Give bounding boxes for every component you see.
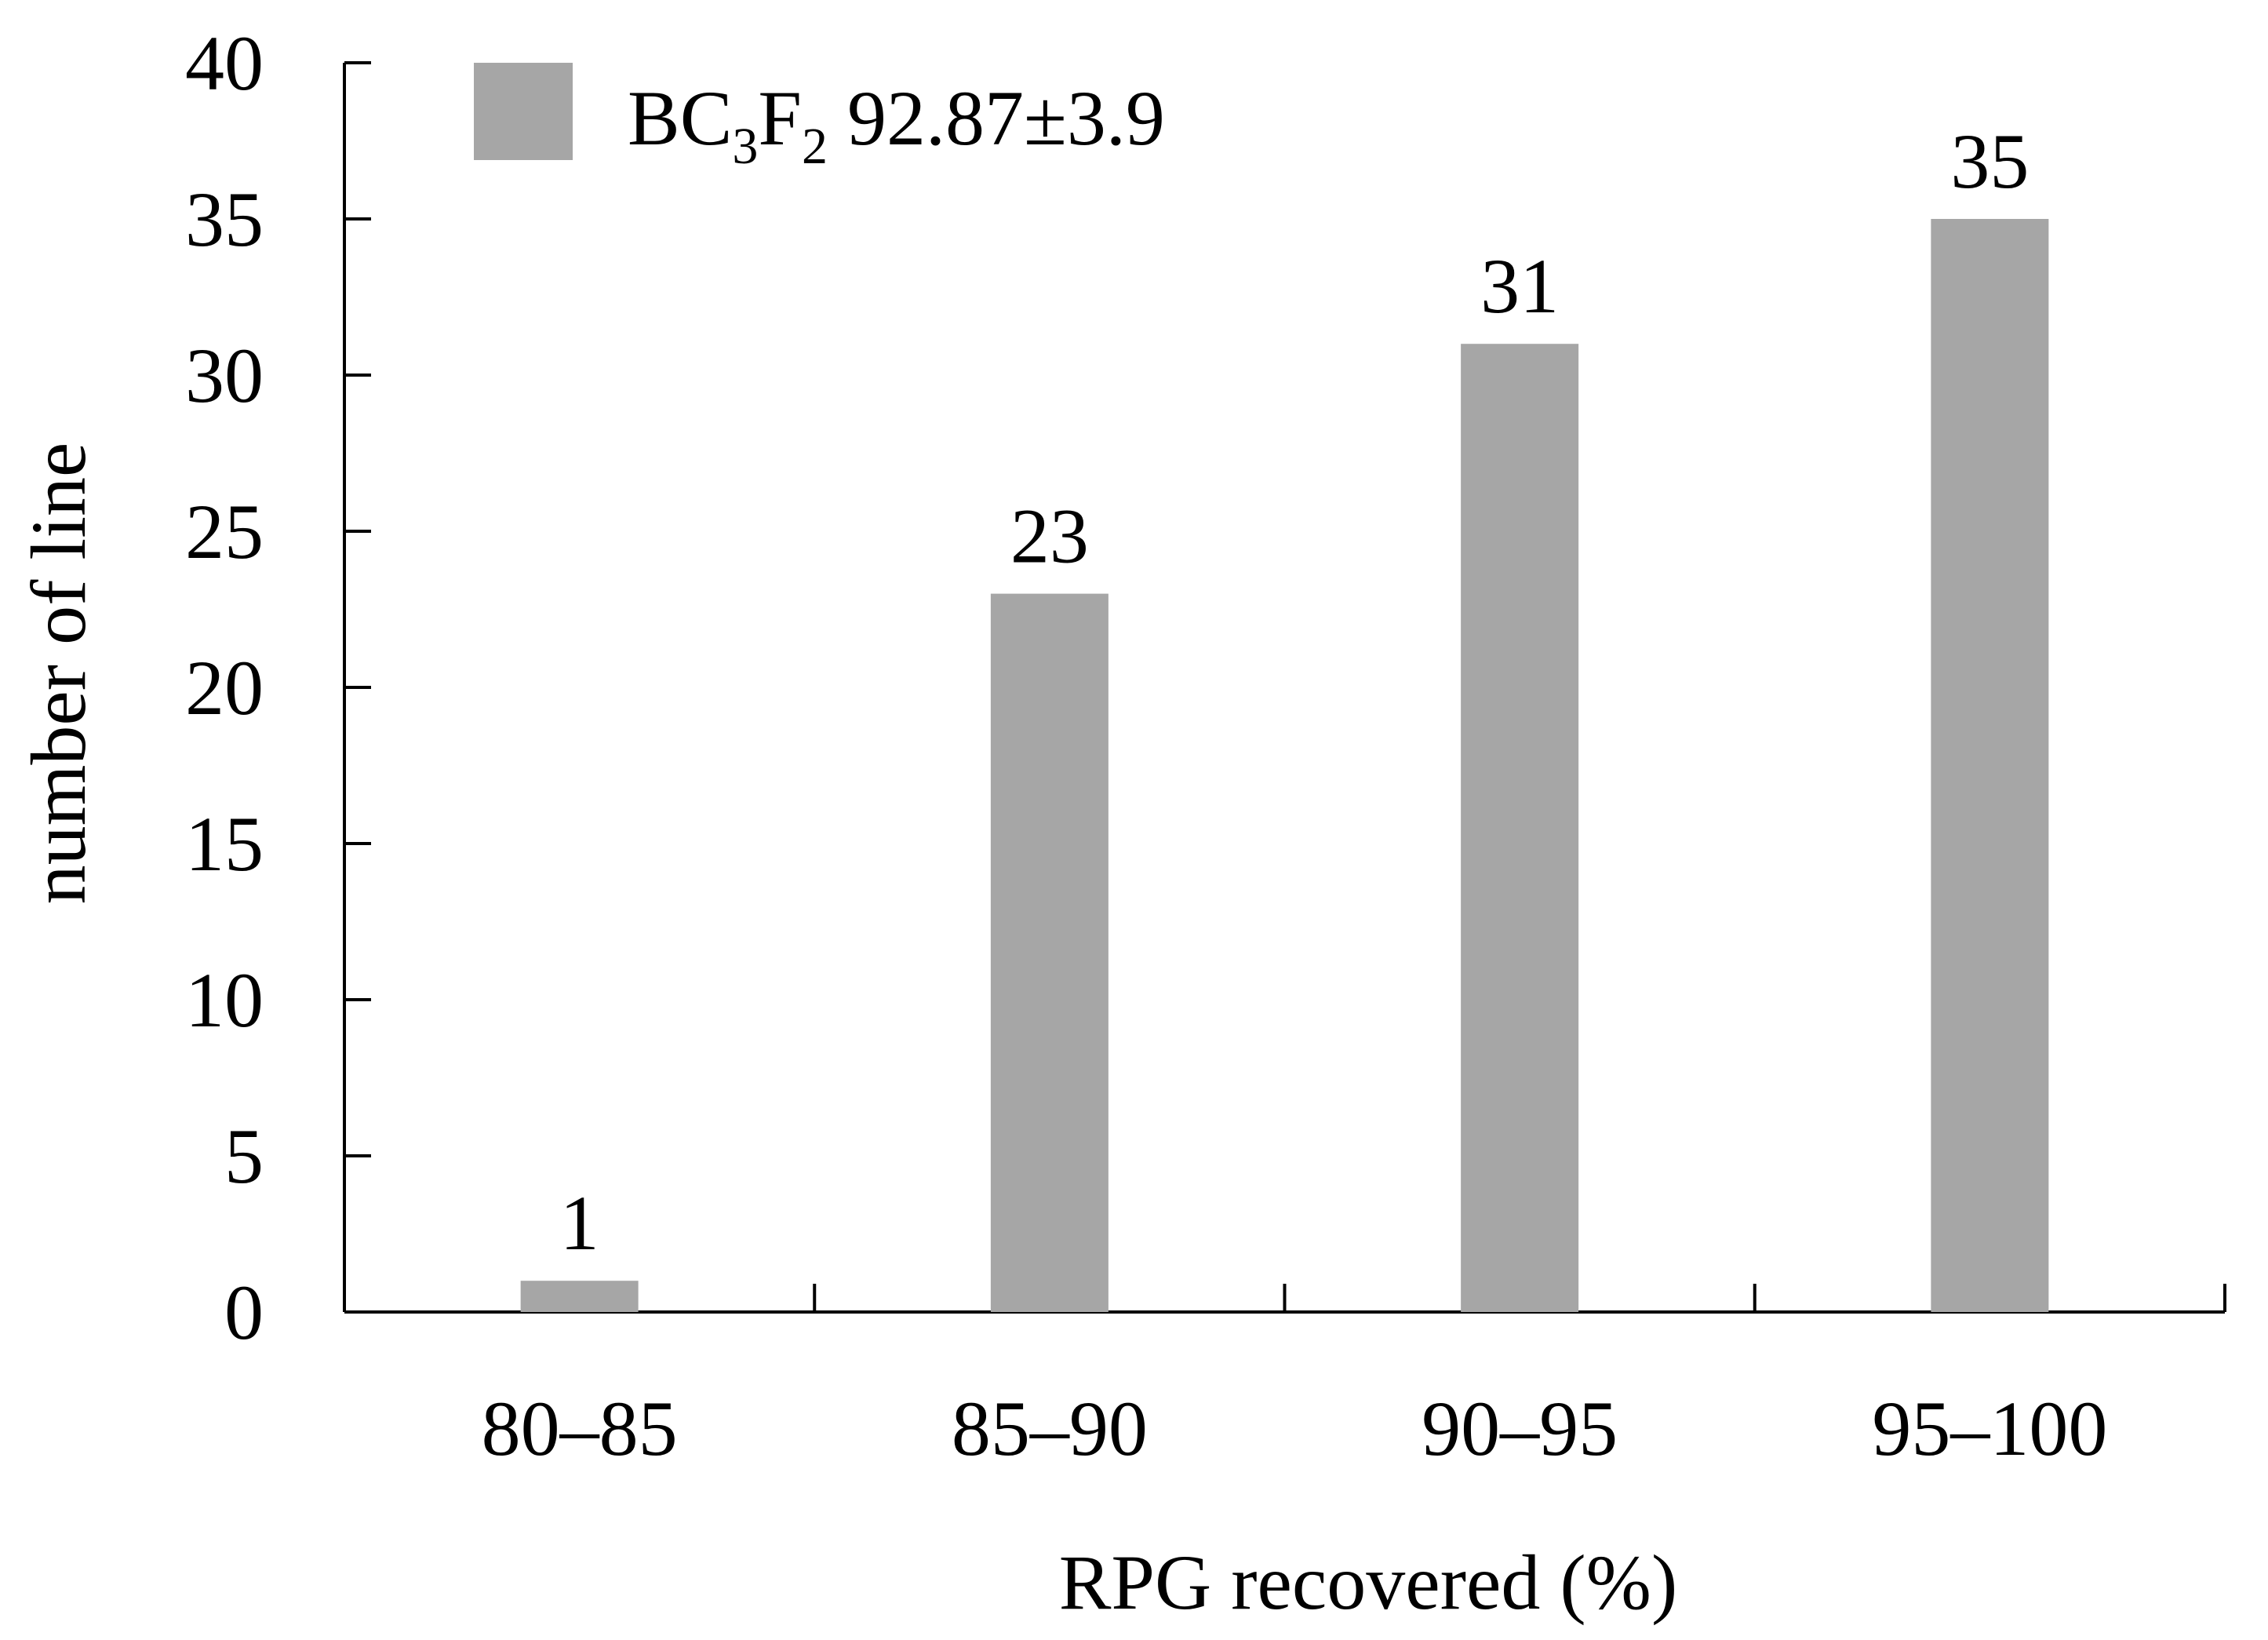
y-tick-label: 40 [185,20,264,107]
legend-rest: 92.87±3.9 [828,75,1165,162]
data-label: 35 [1950,118,2029,205]
category-label: 80–85 [482,1385,678,1472]
category-label: 95–100 [1872,1385,2107,1472]
y-tick-label: 0 [224,1269,264,1356]
bar-95–100 [1931,219,2049,1312]
x-axis-title: RPG recovered (%) [1059,1539,1678,1626]
y-tick-label: 15 [185,800,264,887]
bars [520,219,2049,1313]
category-label: 90–95 [1422,1385,1618,1472]
y-tick-label: 5 [224,1113,264,1200]
legend-subscript-1: 3 [732,118,758,175]
legend-swatch [474,63,573,160]
y-axis-title: number of line [15,443,102,905]
y-tick-label: 35 [185,176,264,263]
data-label: 23 [1010,493,1089,580]
bar-80–85 [520,1281,639,1312]
bar-85–90 [990,593,1109,1312]
category-labels: 80–85 85–90 90–95 95–100 [482,1385,2108,1472]
x-ticks [343,1284,2226,1312]
y-ticks: 0 5 10 15 20 25 30 35 40 [185,20,371,1356]
data-label: 1 [560,1179,599,1266]
legend-entry: BC3F2 92.87±3.9 [628,75,1165,175]
bar-90–95 [1461,344,1579,1313]
legend-base: BC [628,75,732,162]
legend-mid: F [758,75,802,162]
y-tick-label: 30 [185,332,264,419]
y-tick-label: 10 [185,957,264,1044]
data-label: 31 [1480,242,1559,330]
legend: BC3F2 92.87±3.9 [474,63,1165,175]
legend-subscript-2: 2 [802,118,828,175]
y-tick-label: 20 [185,644,264,731]
data-labels: 1 23 31 35 [560,118,2030,1266]
y-tick-label: 25 [185,488,264,575]
category-label: 85–90 [952,1385,1148,1472]
